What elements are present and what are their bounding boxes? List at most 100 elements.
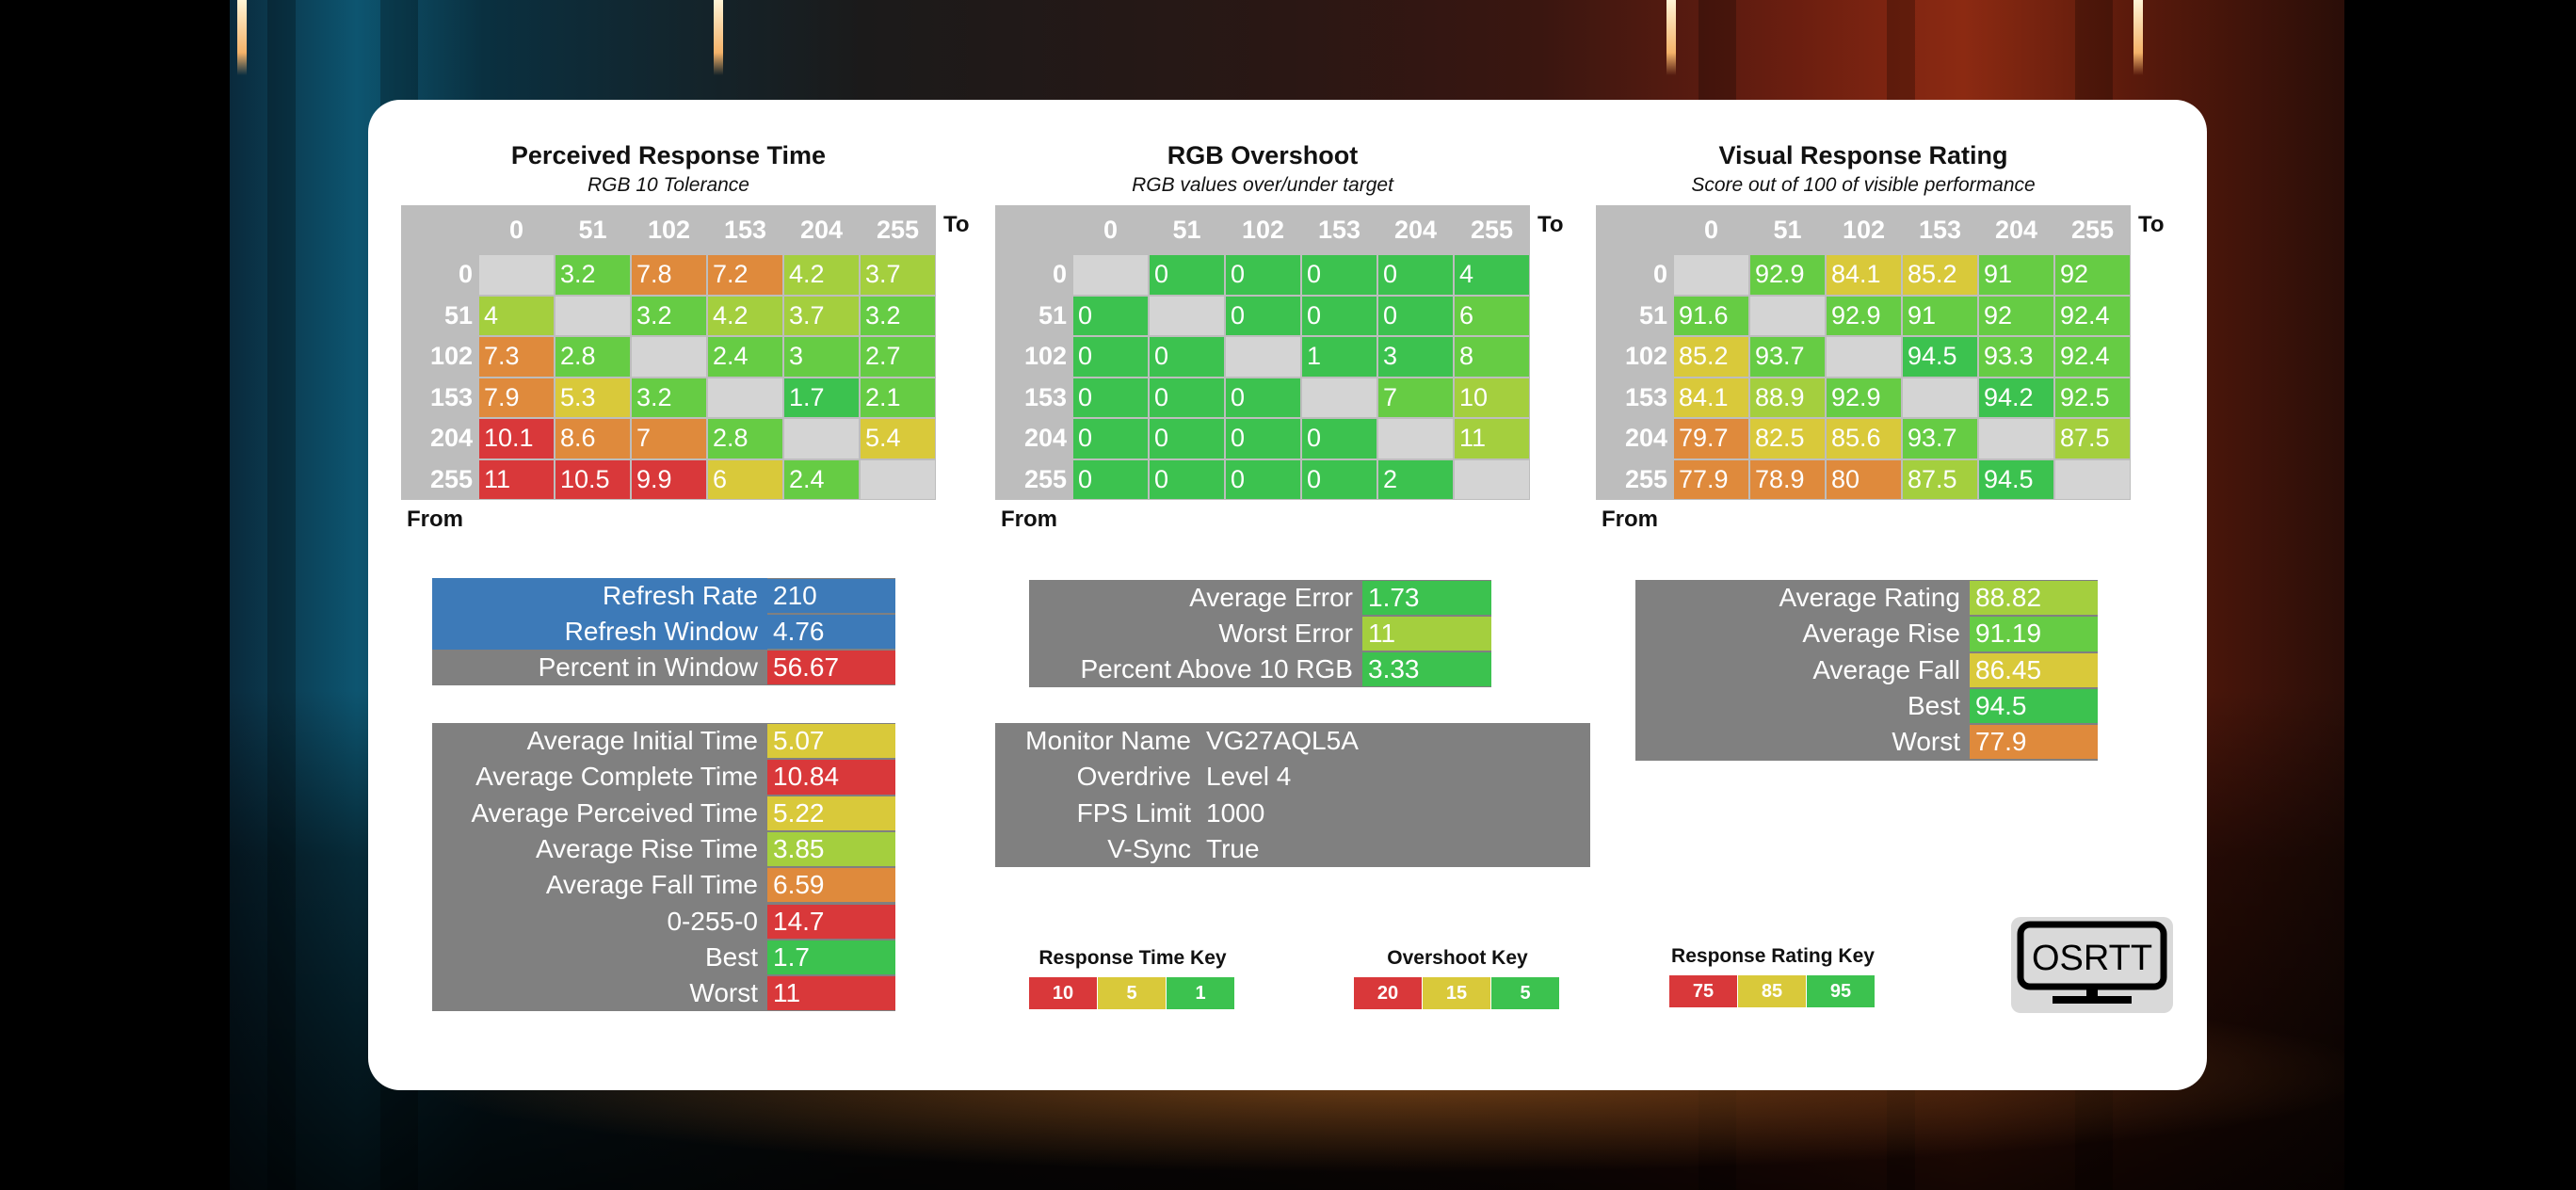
column-tick-label: 153: [1918, 215, 1962, 244]
heatmap-cell: 82.5: [1750, 419, 1825, 458]
table-value: 56.67: [767, 651, 895, 684]
heatmap-cell: 93.7: [1903, 419, 1977, 458]
key-title: Overshoot Key: [1387, 947, 1528, 969]
table-value: 14.7: [767, 904, 895, 939]
heatmap-cell: 0: [1150, 255, 1224, 295]
heatmap-cell: 2.7: [861, 337, 935, 377]
heatmap-cell: 4: [1455, 255, 1529, 295]
table-label: 0-255-0: [667, 906, 758, 936]
row-tick-label: 204: [1624, 424, 1667, 453]
heatmap-cell: 10: [1455, 378, 1529, 417]
heatmap-diagonal-cell: [784, 419, 859, 458]
table-value: True: [1206, 834, 1260, 864]
key-title: Response Rating Key: [1671, 945, 1875, 967]
table-value: 77.9: [1970, 725, 2098, 760]
column-tick-label: 255: [1470, 215, 1514, 244]
table-label: Percent Above 10 RGB: [1080, 654, 1353, 683]
key-swatch: 75: [1669, 975, 1737, 1007]
row-tick-label: 0: [1052, 260, 1067, 289]
column-tick-label: 102: [647, 215, 691, 244]
table-label: Refresh Rate: [432, 578, 767, 614]
column-tick-label: 0: [1703, 215, 1719, 244]
heatmap-cell: 79.7: [1674, 419, 1748, 458]
column-tick-label: 255: [876, 215, 920, 244]
table-label: Worst Error: [1218, 619, 1353, 648]
heatmap-cell: 0: [1226, 378, 1300, 417]
row-tick-label: 153: [429, 382, 473, 411]
row-tick-label: 255: [1624, 464, 1667, 493]
table-label: Best: [704, 941, 758, 972]
chart-title: RGB Overshoot: [1167, 141, 1359, 169]
heatmap-cell: 9.9: [632, 459, 706, 499]
heatmap-cell: 91: [1903, 296, 1977, 335]
column-tick-label: 51: [578, 215, 607, 244]
heatmap-cell: 0: [1226, 255, 1300, 295]
heatmap-cell: 85.2: [1903, 255, 1977, 295]
table-label: Average Initial Time: [526, 726, 758, 756]
key-swatch: 5: [1098, 977, 1166, 1009]
row-tick-label: 0: [1652, 260, 1667, 289]
heatmap-cell: 7.9: [479, 378, 554, 417]
row-tick-label: 153: [1624, 382, 1667, 411]
heatmap-cell: 0: [1073, 378, 1148, 417]
table-label: Monitor Name: [1025, 726, 1191, 756]
heatmap-cell: 85.2: [1674, 337, 1748, 377]
column-tick-label: 102: [1842, 215, 1886, 244]
heatmap-cell: 4: [479, 296, 554, 335]
heatmap-cell: 93.3: [1979, 337, 2053, 377]
heatmap-cell: 8: [1455, 337, 1529, 377]
table-label: Average Error: [1189, 583, 1353, 612]
heatmap-cell: 1.7: [784, 378, 859, 417]
heatmap-cell: 3.2: [555, 255, 630, 295]
heatmap-cell: 7: [1378, 378, 1453, 417]
chart-title: Visual Response Rating: [1718, 141, 2008, 169]
logo-text: OSRTT: [2032, 939, 2152, 978]
heatmap-cell: 0: [1378, 296, 1453, 335]
heatmap-cell: 0: [1302, 296, 1377, 335]
heatmap-cell: 1: [1302, 337, 1377, 377]
heatmap-cell: 0: [1073, 419, 1148, 458]
row-tick-label: 102: [1023, 342, 1067, 371]
monitor-info-table: [995, 723, 1590, 868]
heatmap-cell: 0: [1226, 419, 1300, 458]
monitor-icon: OSRTT: [2017, 921, 2167, 1004]
table-label: Worst: [689, 978, 758, 1008]
heatmap-cell: 2.1: [861, 378, 935, 417]
heatmap-cell: 3.2: [861, 296, 935, 335]
heatmap-cell: 3.2: [632, 296, 706, 335]
table-value: 6.59: [767, 868, 895, 903]
heatmap-diagonal-cell: [555, 296, 630, 335]
heatmap-cell: 2.8: [555, 337, 630, 377]
row-tick-label: 51: [443, 300, 473, 330]
heatmap-cell: 3.7: [784, 296, 859, 335]
table-value: 11: [1362, 617, 1491, 651]
table-value: 1000: [1206, 797, 1265, 828]
table-value: 88.82: [1970, 581, 2098, 616]
heatmap-cell: 0: [1378, 255, 1453, 295]
table-label: Average Complete Time: [475, 762, 758, 792]
heatmap-cell: 0: [1302, 419, 1377, 458]
heatmap-cell: 3.2: [632, 378, 706, 417]
heatmap-cell: 84.1: [1674, 378, 1748, 417]
key-swatch: 85: [1738, 975, 1806, 1007]
table-value: 1.73: [1362, 581, 1491, 615]
heatmap-cell: 2.8: [708, 419, 782, 458]
heatmap-cell: 10.5: [555, 459, 630, 499]
heatmap-diagonal-cell: [1378, 419, 1453, 458]
row-tick-label: 255: [429, 464, 473, 493]
ceiling-light: [714, 0, 723, 75]
key-swatch: 10: [1029, 977, 1097, 1009]
heatmap-cell: 0: [1150, 419, 1224, 458]
heatmap-cell: 93.7: [1750, 337, 1825, 377]
table-value: 86.45: [1970, 652, 2098, 687]
row-tick-label: 102: [1624, 342, 1667, 371]
heatmap-cell: 5.3: [555, 378, 630, 417]
table-value: 4.76: [767, 615, 895, 649]
column-tick-label: 204: [1994, 215, 2038, 244]
table-value: VG27AQL5A: [1206, 726, 1359, 756]
heatmap-cell: 7: [632, 419, 706, 458]
heatmap-cell: 0: [1150, 459, 1224, 499]
heatmap-cell: 0: [1302, 459, 1377, 499]
heatmap-cell: 84.1: [1827, 255, 1901, 295]
heatmap-cell: 92.9: [1827, 378, 1901, 417]
